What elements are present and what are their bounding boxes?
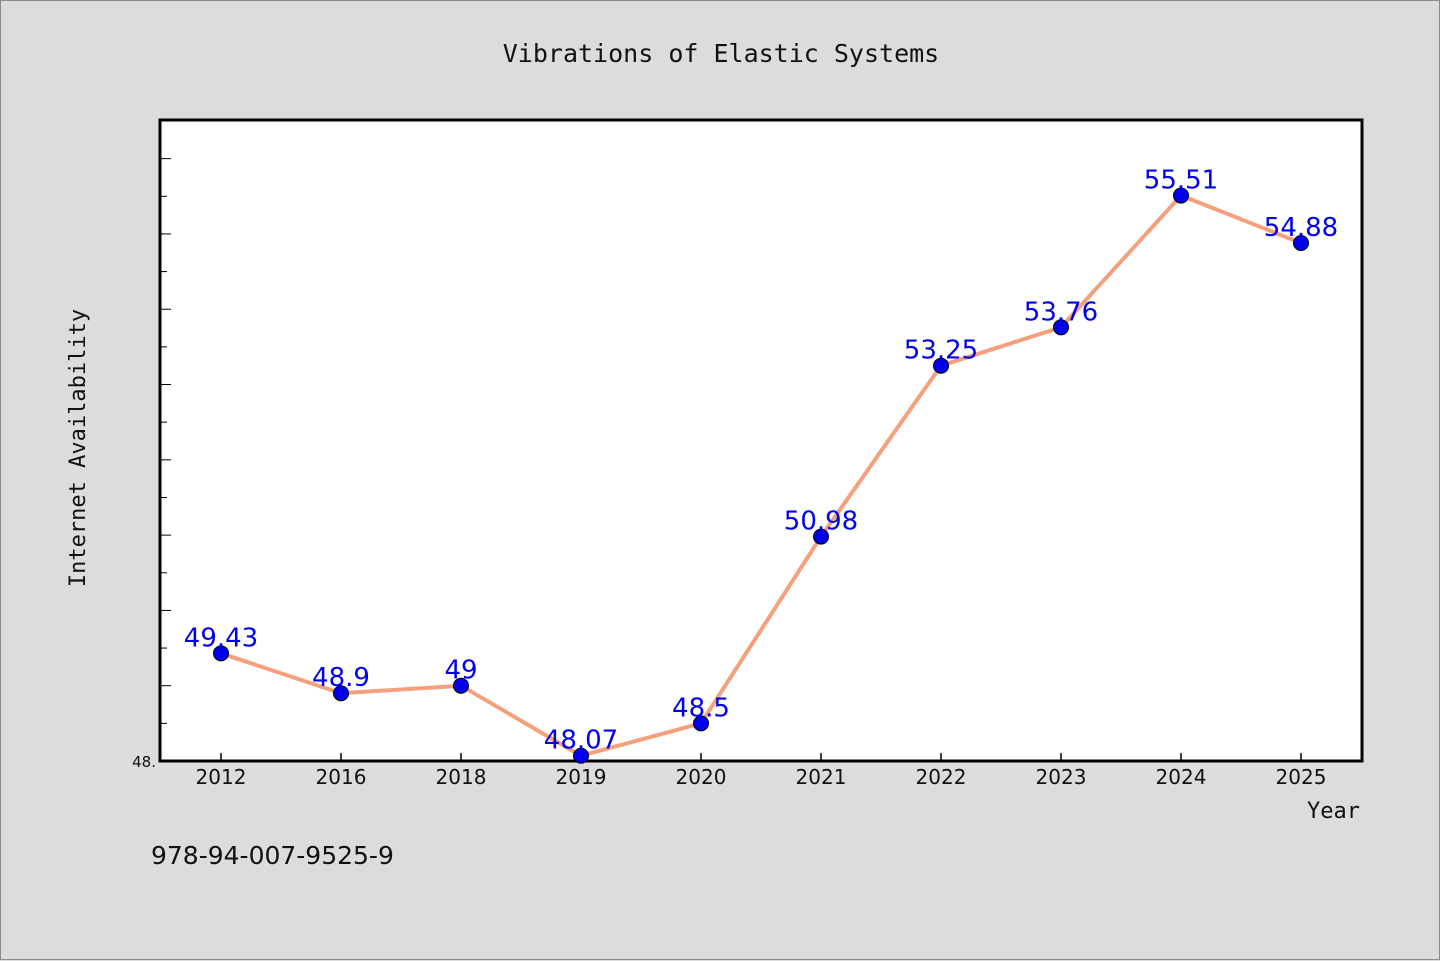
x-tick-label: 2024 (1156, 765, 1207, 789)
data-label: 53.25 (904, 336, 978, 366)
data-label: 49.43 (184, 623, 258, 653)
data-label: 48.07 (544, 726, 618, 756)
data-label: 48.9 (312, 663, 370, 693)
data-point (1173, 187, 1189, 204)
data-point (1053, 319, 1069, 336)
data-point (1293, 234, 1309, 251)
x-tick-label: 2018 (436, 765, 487, 789)
data-label: 53.76 (1024, 297, 1098, 327)
isbn-footer: 978-94-007-9525-9 (151, 841, 394, 870)
chart-title: Vibrations of Elastic Systems (503, 39, 940, 68)
x-axis-ticks (220, 753, 1302, 761)
data-label: 54.88 (1264, 213, 1338, 243)
data-label: 48.5 (672, 693, 730, 723)
x-tick-label: 2012 (196, 765, 247, 789)
y-axis-ticks (161, 158, 171, 724)
y-axis-label: Internet Availability (66, 309, 91, 587)
x-tick-label: 2019 (556, 765, 607, 789)
x-tick-label: 2021 (796, 765, 847, 789)
data-label: 55.51 (1144, 166, 1218, 196)
data-point (213, 645, 229, 662)
x-tick-label: 2020 (676, 765, 727, 789)
data-labels: 49.43 48.9 49 48.07 48.5 50.98 53.25 53.76 55.51… (184, 166, 1338, 756)
x-tick-label: 2023 (1036, 765, 1087, 789)
y-tick-label: 48. (132, 753, 156, 771)
series-line (220, 193, 1302, 758)
data-point (333, 685, 349, 702)
data-point (453, 677, 469, 694)
series-markers (213, 187, 1309, 764)
data-point (573, 747, 589, 764)
data-point (933, 357, 949, 374)
data-point (813, 528, 829, 545)
data-label: 49 (444, 656, 477, 686)
x-tick-labels: 2012 2016 2018 2019 2020 2021 2022 2023 2024 2025 (196, 765, 1327, 789)
plot-area (158, 118, 1364, 763)
data-label: 50.98 (784, 507, 858, 537)
x-tick-label: 2025 (1276, 765, 1327, 789)
x-tick-label: 2016 (316, 765, 367, 789)
x-tick-label: 2022 (916, 765, 967, 789)
data-point (693, 715, 709, 732)
x-axis-label: Year (1307, 799, 1360, 824)
